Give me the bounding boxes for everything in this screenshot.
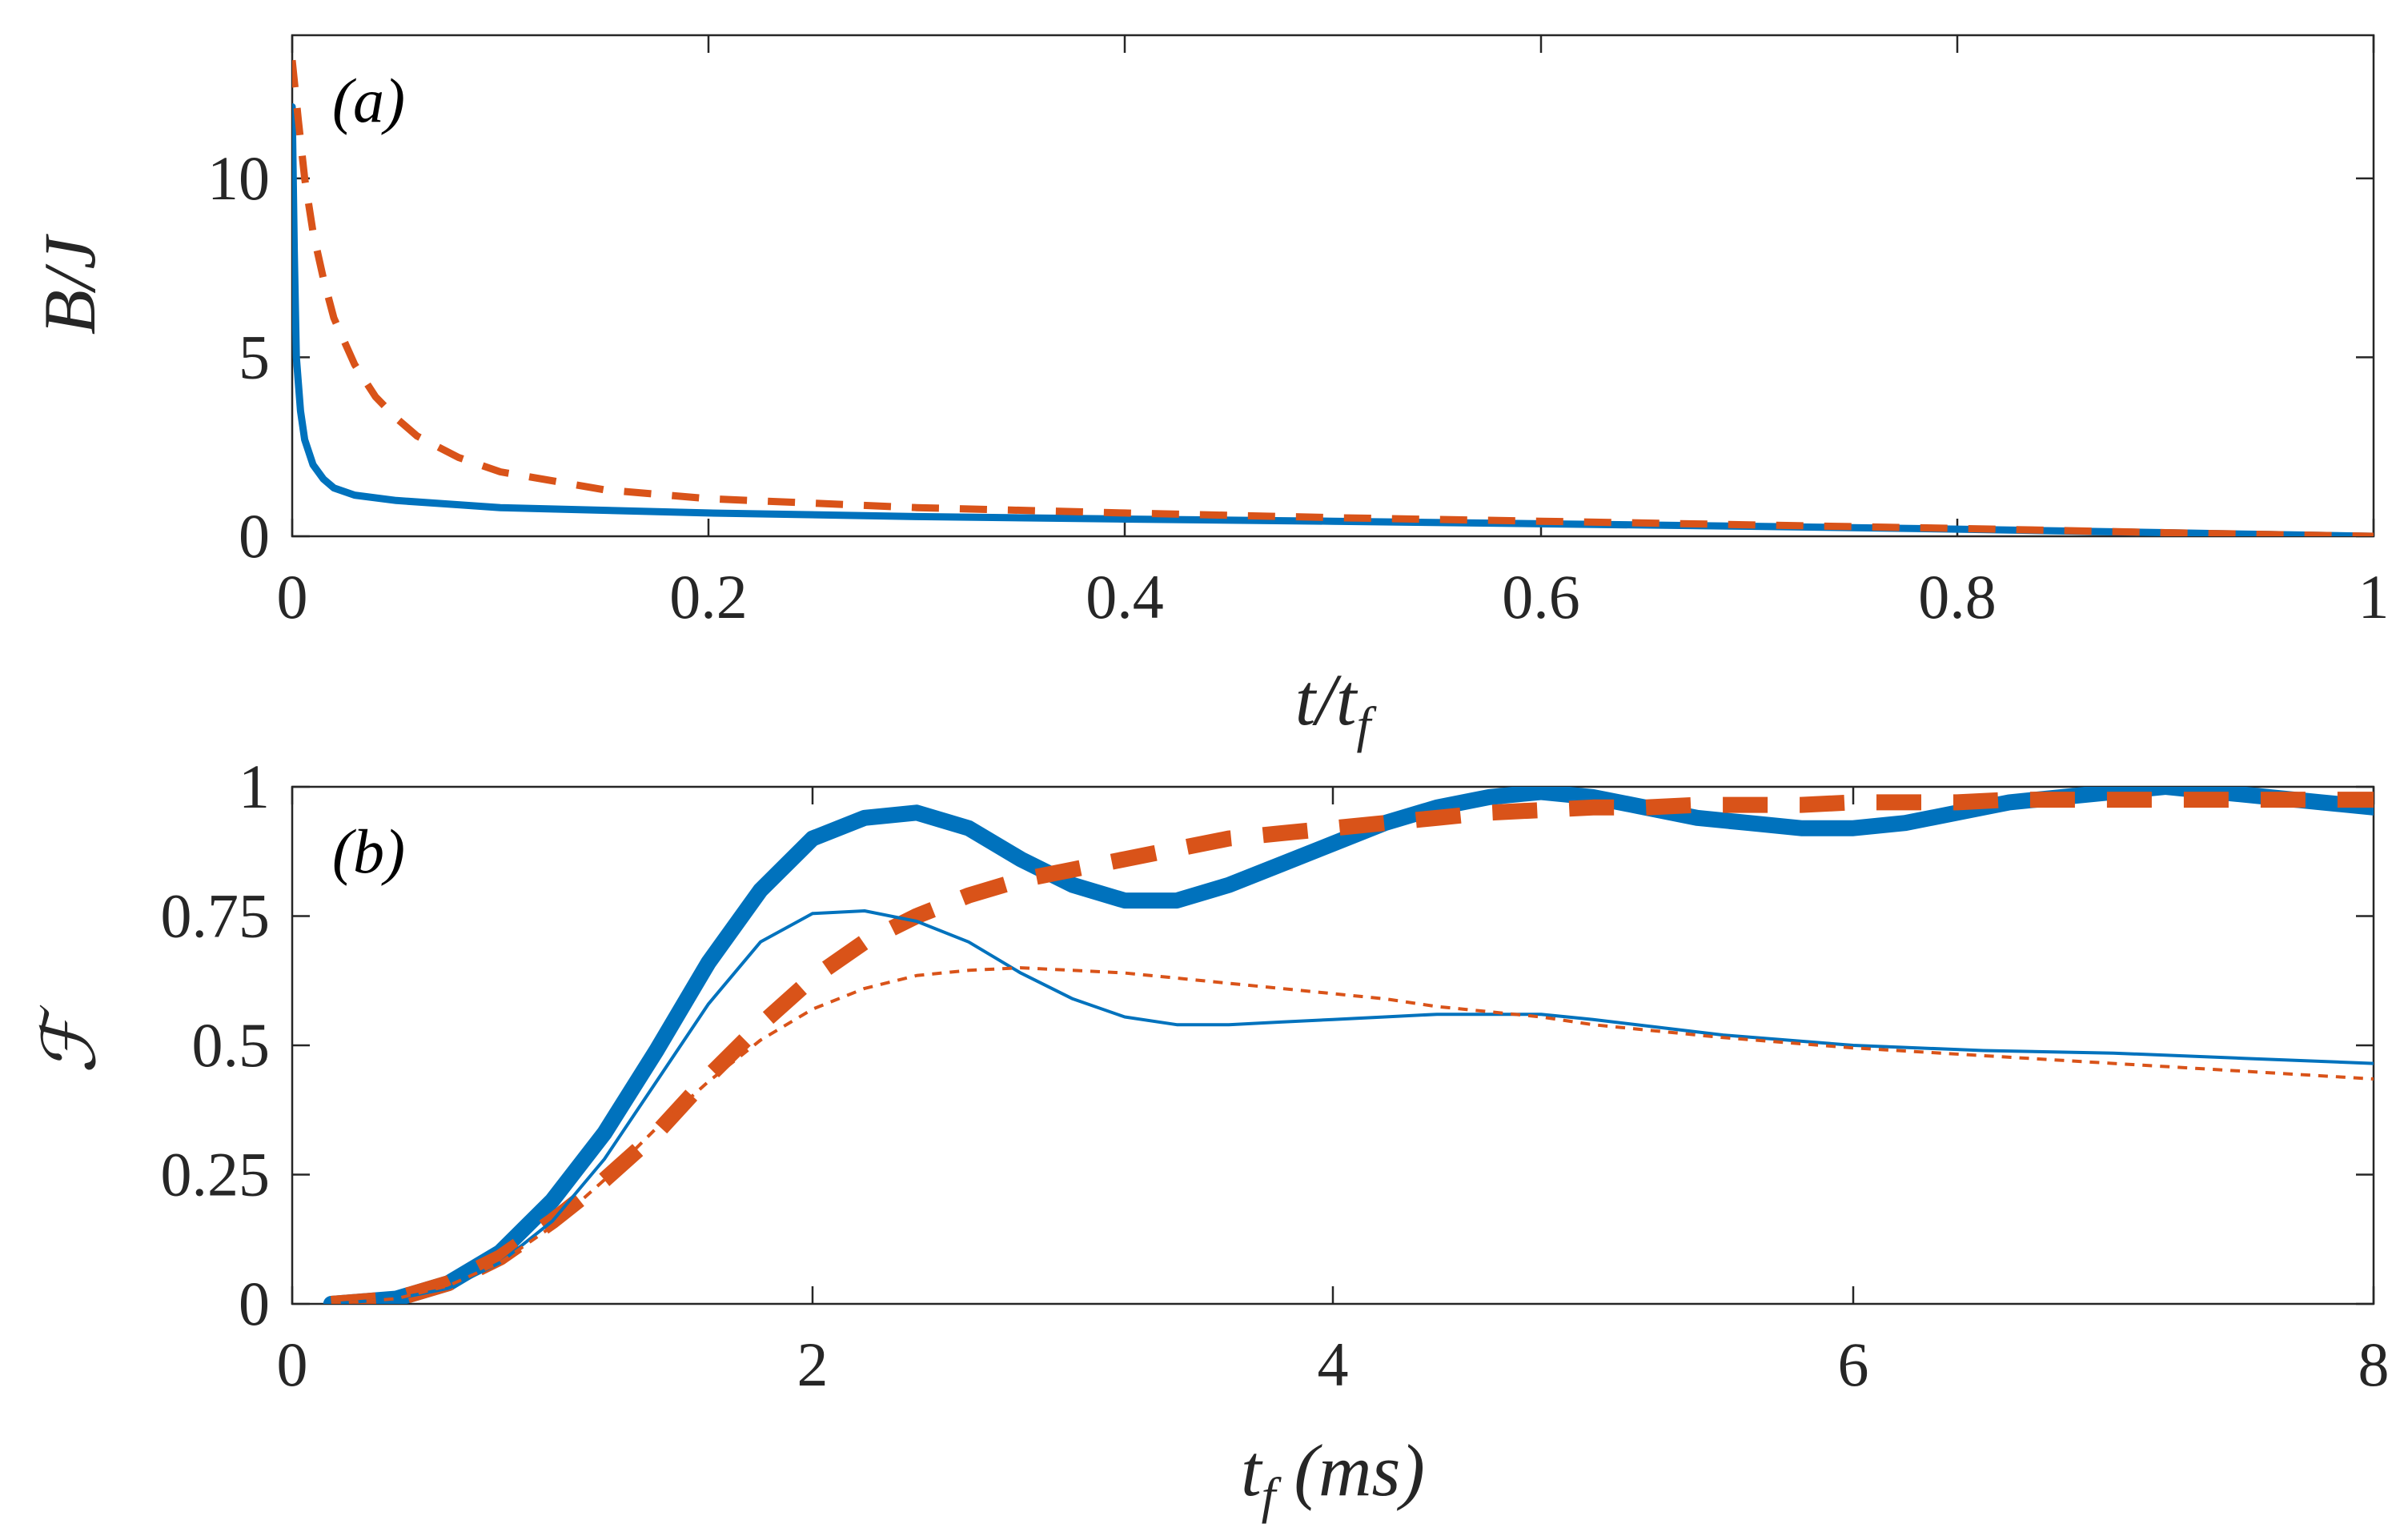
- panel-b-ticks: 0 2 4 6 8 0 0.25 0.5 0.75 1: [161, 752, 2390, 1399]
- panel-b-ytick-label: 0.5: [192, 1010, 271, 1080]
- panel-a-ytick-label: 5: [239, 322, 270, 391]
- panel-b-series-dashed-thick: [331, 792, 2374, 1304]
- panel-b-ytick-label: 1: [239, 752, 270, 821]
- panel-b-xtick-label: 6: [1838, 1329, 1869, 1399]
- panel-a-xtick-label: 0.8: [1918, 562, 1997, 632]
- panel-a-xtick-label: 0: [277, 562, 308, 632]
- panel-b-series: [323, 787, 2374, 1304]
- panel-b-xtick-label: 0: [277, 1329, 308, 1399]
- panel-a-xtick-label: 0.6: [1502, 562, 1580, 632]
- panel-b-ytick-label: 0.75: [161, 881, 271, 951]
- panel-b-xtick-label: 8: [2358, 1329, 2390, 1399]
- panel-a-series: [292, 59, 2374, 536]
- panel-a-ytick-label: 10: [207, 143, 270, 213]
- panel-b-series-solid-thin: [329, 909, 2374, 1304]
- panel-b-xtick-label: 4: [1318, 1329, 1349, 1399]
- panel-a-series-dashed: [292, 59, 2374, 536]
- panel-a-ytick-label: 0: [239, 501, 270, 571]
- panel-b-series-dashed-thin: [331, 966, 2374, 1304]
- panel-b: 0 2 4 6 800.250.50.751 (b) tf (ms) ℱ: [29, 752, 2390, 1524]
- panel-b-ytick-label: 0.25: [161, 1140, 271, 1209]
- panel-a-xtick-label: 0.2: [669, 562, 748, 632]
- panel-b-xlabel: tf (ms): [1241, 1430, 1425, 1524]
- panel-b-ytick-label: 0: [239, 1269, 270, 1338]
- panel-a-xtick-label: 1: [2358, 562, 2390, 632]
- panel-b-xtick-label: 2: [797, 1329, 829, 1399]
- panel-a-label: (a): [332, 66, 405, 135]
- panel-a-ylabel: B/J: [29, 234, 110, 335]
- panel-b-label: (b): [332, 816, 405, 886]
- panel-a-xtick-label: 0.4: [1086, 562, 1164, 632]
